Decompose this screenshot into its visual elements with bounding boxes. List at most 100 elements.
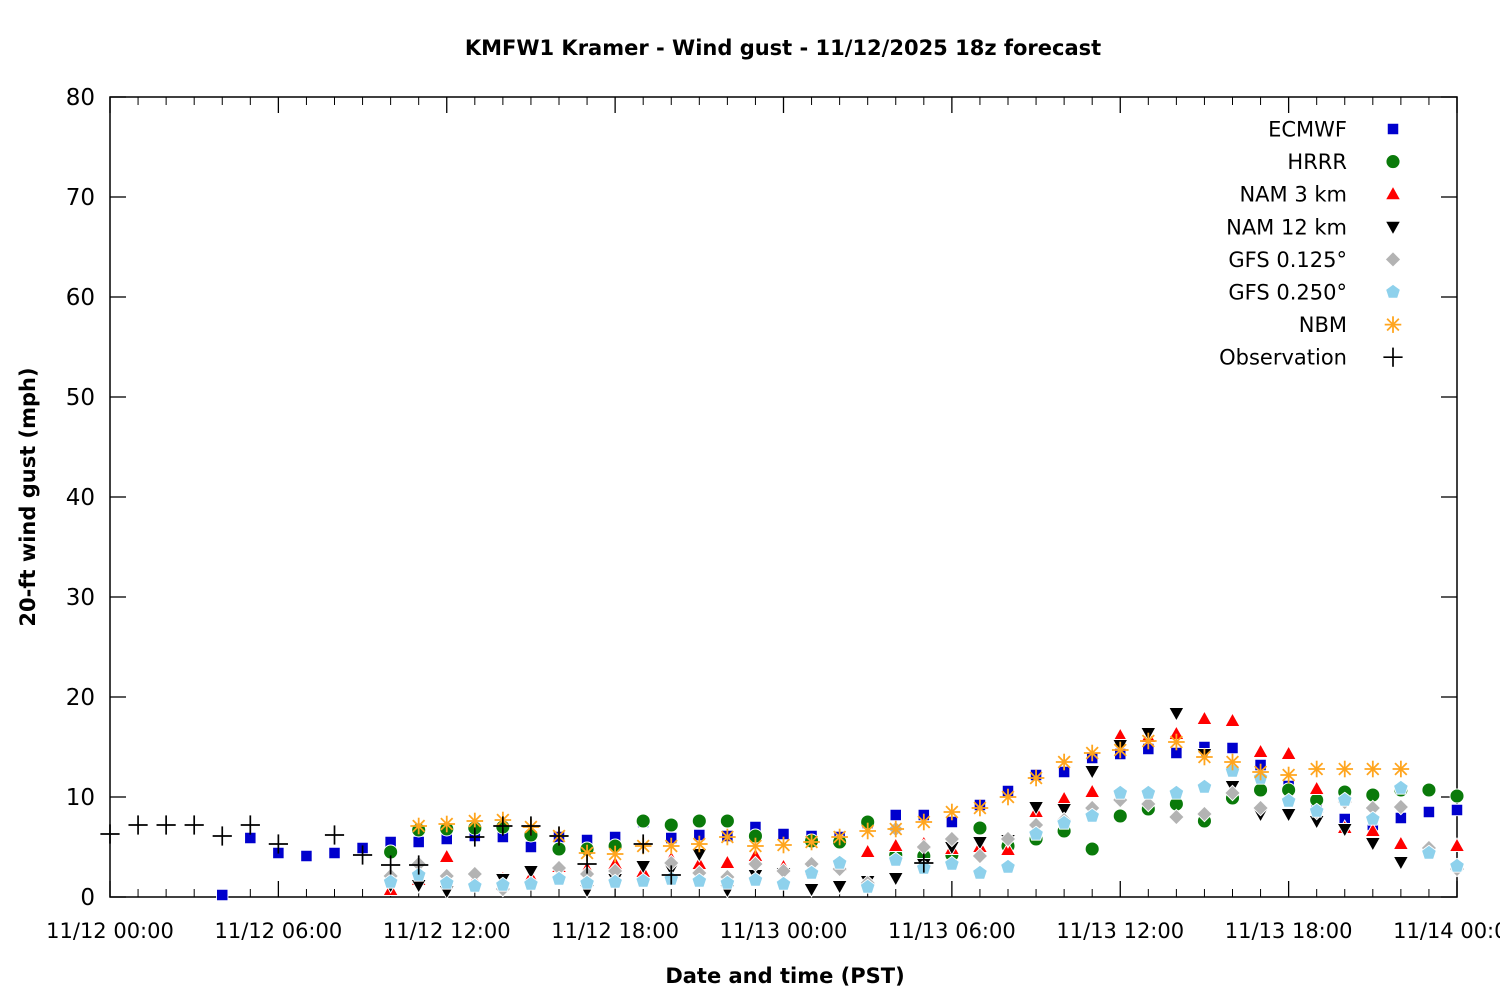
marker-ecmwf	[1422, 805, 1436, 819]
x-tick-label: 11/13 18:00	[1225, 919, 1353, 943]
y-tick-label: 70	[66, 185, 95, 211]
x-tick-label: 11/12 00:00	[46, 919, 174, 943]
marker-ecmwf	[524, 840, 538, 854]
marker-gfs-0-250	[1364, 810, 1381, 826]
marker-nbm	[691, 835, 708, 853]
marker-gfs-0-250	[719, 874, 736, 890]
marker-observation	[324, 825, 345, 845]
marker-nam-3-km	[1364, 822, 1382, 837]
marker-observation	[521, 816, 541, 836]
marker-hrrr	[1449, 788, 1465, 804]
marker-gfs-0-250	[1168, 784, 1185, 800]
marker-nam-3-km	[1196, 710, 1213, 725]
marker-nbm	[719, 828, 736, 846]
series-nam-12-km	[382, 707, 1410, 900]
marker-nam-12-km	[1364, 837, 1382, 852]
marker-gfs-0-250	[1393, 779, 1409, 795]
marker-gfs-0-250	[382, 873, 399, 889]
y-tick-label: 20	[66, 685, 95, 711]
marker-gfs-0-250	[887, 851, 904, 867]
marker-observation	[914, 853, 934, 873]
marker-nam-12-km	[1027, 801, 1045, 816]
marker-ecmwf	[412, 835, 425, 849]
marker-gfs-0-250	[1280, 792, 1297, 808]
marker-nbm	[606, 845, 624, 863]
legend-item-nbm: NBM	[1299, 313, 1402, 337]
legend-label: ECMWF	[1268, 118, 1347, 142]
marker-hrrr	[719, 813, 735, 829]
marker-gfs-0-250	[1140, 784, 1157, 800]
marker-nbm	[803, 833, 820, 851]
marker-gfs-0-250	[1112, 784, 1129, 800]
marker-gfs-0-125	[971, 847, 989, 865]
marker-gfs-0-125	[1139, 795, 1157, 813]
marker-gfs-0-125	[1392, 798, 1410, 816]
legend-marker-observation	[1383, 347, 1403, 367]
x-tick-label: 11/12 12:00	[383, 919, 511, 943]
marker-nam-12-km	[1168, 707, 1185, 722]
marker-hrrr	[1421, 782, 1437, 798]
y-tick-label: 50	[66, 385, 95, 411]
marker-observation	[100, 824, 120, 844]
marker-observation	[465, 827, 485, 847]
marker-gfs-0-250	[551, 870, 567, 886]
marker-gfs-0-250	[1421, 844, 1437, 860]
legend-item-hrrr: HRRR	[1287, 150, 1401, 174]
marker-nbm	[999, 788, 1017, 806]
marker-observation	[549, 826, 569, 846]
marker-nbm	[1392, 760, 1410, 778]
marker-gfs-0-250	[831, 854, 848, 870]
marker-hrrr	[972, 820, 988, 836]
marker-nbm	[1111, 741, 1129, 759]
marker-nbm	[1336, 760, 1354, 778]
marker-gfs-0-250	[466, 877, 483, 893]
marker-gfs-0-250	[495, 876, 511, 892]
legend-item-observation: Observation	[1219, 346, 1403, 370]
marker-observation	[352, 845, 373, 865]
x-tick-label: 11/14 00:00	[1393, 919, 1500, 943]
legend-item-gfs-0-125: GFS 0.125°	[1228, 248, 1402, 272]
marker-nbm	[831, 828, 848, 846]
marker-observation	[633, 834, 653, 854]
marker-observation	[240, 815, 260, 835]
marker-nbm	[1224, 753, 1241, 771]
marker-nam-12-km	[1083, 765, 1101, 780]
series-gfs-0-125	[382, 784, 1466, 898]
marker-nbm	[1140, 732, 1157, 750]
marker-hrrr	[1084, 841, 1100, 857]
marker-gfs-0-250	[1308, 802, 1325, 818]
marker-gfs-0-250	[1028, 825, 1044, 841]
legend-item-nam-3-km: NAM 3 km	[1239, 183, 1402, 207]
marker-hrrr	[691, 813, 707, 829]
marker-nam-3-km	[1448, 837, 1466, 852]
marker-nam-12-km	[1280, 808, 1297, 823]
marker-observation	[156, 815, 176, 835]
x-tick-label: 11/13 00:00	[720, 919, 848, 943]
marker-nam-12-km	[887, 872, 905, 887]
marker-gfs-0-250	[1336, 791, 1353, 807]
marker-observation	[268, 834, 288, 854]
marker-nbm	[887, 820, 905, 838]
marker-nam-3-km	[859, 843, 876, 858]
marker-nam-12-km	[971, 836, 989, 851]
marker-nbm	[1027, 769, 1045, 787]
marker-gfs-0-250	[579, 874, 595, 890]
legend-marker-nam-3-km	[1384, 185, 1402, 201]
legend: ECMWF HRRR NAM 3 km NAM 12 km GFS 0.125° GFS …	[1219, 118, 1403, 370]
marker-gfs-0-250	[1056, 814, 1072, 830]
marker-gfs-0-250	[1084, 807, 1101, 823]
marker-nbm	[466, 812, 484, 830]
marker-nbm	[1168, 733, 1185, 751]
x-tick-label: 11/13 12:00	[1056, 919, 1184, 943]
marker-nbm	[410, 817, 427, 835]
marker-gfs-0-250	[972, 864, 988, 880]
legend-marker-nam-12-km	[1384, 220, 1402, 236]
y-tick-label: 60	[66, 285, 95, 311]
chart-title: KMFW1 Kramer - Wind gust - 11/12/2025 18…	[464, 36, 1102, 60]
marker-nam-3-km	[1224, 712, 1241, 727]
marker-observation	[212, 826, 232, 846]
x-axis-title: Date and time (PST)	[665, 964, 905, 988]
legend-label: GFS 0.250°	[1228, 281, 1347, 305]
marker-gfs-0-125	[943, 830, 961, 848]
